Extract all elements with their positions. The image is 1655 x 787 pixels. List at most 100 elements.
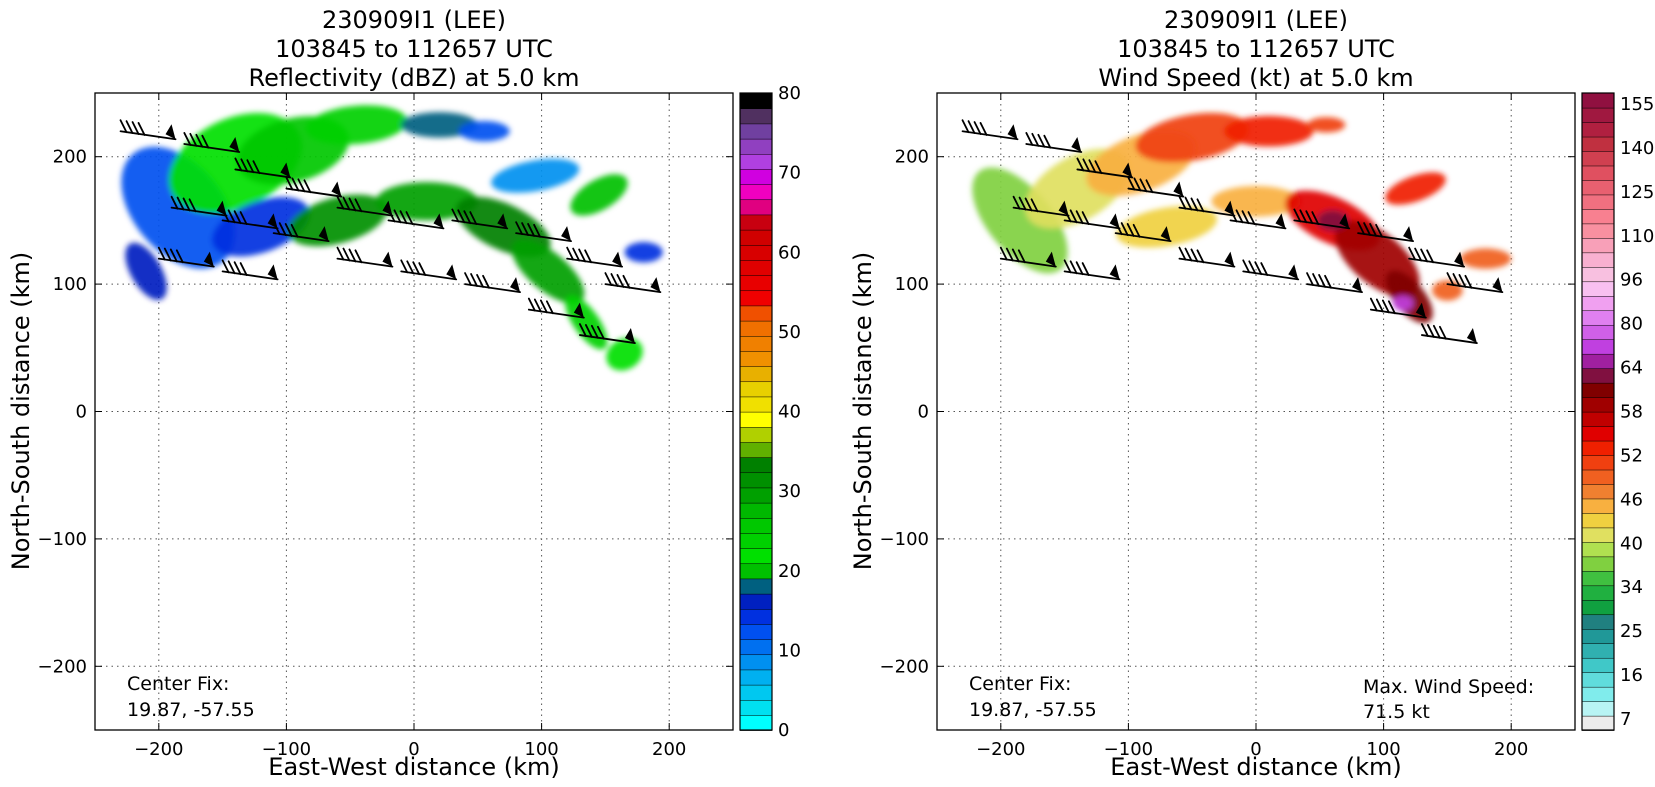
colorbar-segment xyxy=(1581,324,1615,340)
reflectivity-colorbar: 0 10 20 30 40 50 60 70 80 xyxy=(739,83,801,741)
y-tick-label: 100 xyxy=(53,274,87,295)
wind-barb xyxy=(1076,157,1134,179)
colorbar-segment xyxy=(1581,454,1615,471)
field-cell xyxy=(1307,117,1346,133)
colorbar-tick-label: 10 xyxy=(778,640,801,661)
colorbar-frame xyxy=(739,92,773,731)
x-tick-label: 100 xyxy=(524,739,558,760)
colorbar-segment xyxy=(1581,237,1615,254)
colorbar-segment xyxy=(1581,498,1615,514)
wind-speed-panel: 230909I1 (LEE) 103845 to 112657 UTC Wind… xyxy=(849,6,1654,781)
colorbar-tick-label: 30 xyxy=(778,481,801,502)
colorbar-segment xyxy=(739,699,773,716)
x-tick-label: 200 xyxy=(1494,739,1528,760)
colorbar-segment xyxy=(1581,107,1615,123)
colorbar-segment xyxy=(739,138,773,155)
field-cell xyxy=(1211,186,1301,217)
colorbar-segment xyxy=(739,441,773,458)
colorbar-tick-label: 80 xyxy=(1620,314,1643,335)
colorbar-segment xyxy=(739,107,773,125)
wind-barb xyxy=(961,119,1019,141)
wind-barb xyxy=(527,297,585,319)
wind-barb xyxy=(1063,208,1121,230)
colorbar-segment xyxy=(1581,686,1615,702)
y-tick-label: 100 xyxy=(895,274,929,295)
colorbar-segment xyxy=(739,320,773,337)
colorbar-segment xyxy=(1581,367,1615,384)
colorbar-segment xyxy=(739,396,773,413)
field-cell xyxy=(624,242,663,263)
colorbar-segment xyxy=(739,229,773,246)
wind-barb xyxy=(578,323,636,344)
colorbar-segment xyxy=(1581,570,1615,587)
colorbar-segment xyxy=(739,259,773,276)
colorbar-segment xyxy=(1581,483,1615,500)
colorbar-tick-label: 46 xyxy=(1620,489,1643,510)
wind-barb xyxy=(1408,246,1466,268)
field-cell xyxy=(511,239,585,304)
field-cell xyxy=(570,174,628,216)
colorbar-tick-label: 40 xyxy=(1620,533,1643,554)
colorbar-tick-label: 50 xyxy=(778,322,801,343)
colorbar-segment xyxy=(739,153,773,170)
colorbar-segment xyxy=(1581,295,1615,312)
colorbar-segment xyxy=(1581,382,1615,398)
colorbar-segment xyxy=(739,289,773,307)
colorbar-segment xyxy=(1581,92,1615,109)
max-wind-speed-label: Max. Wind Speed: xyxy=(1363,676,1534,698)
wind-title-line-3: Wind Speed (kt) at 5.0 km xyxy=(1098,64,1413,92)
colorbar-segment xyxy=(739,244,773,261)
reflectivity-y-axis-label: North-South distance (km) xyxy=(7,252,35,571)
colorbar-segment xyxy=(739,517,773,534)
colorbar-segment xyxy=(1581,541,1615,558)
colorbar-segment xyxy=(739,426,773,443)
colorbar-segment xyxy=(739,669,773,686)
field-cell xyxy=(1385,172,1446,205)
colorbar-segment xyxy=(1581,266,1615,283)
wind-barb xyxy=(1242,259,1300,281)
colorbar-segment xyxy=(1581,642,1615,659)
wind-barb xyxy=(1114,221,1172,243)
field-cell xyxy=(401,112,478,138)
colorbar-segment xyxy=(739,638,773,656)
colorbar-segment xyxy=(1581,657,1615,673)
colorbar-segment xyxy=(739,532,773,549)
reflectivity-x-ticks: −200 −100 0 100 200 xyxy=(134,93,686,760)
colorbar-tick-label: 40 xyxy=(778,402,801,423)
colorbar-segment xyxy=(739,653,773,671)
colorbar-tick-label: 110 xyxy=(1620,226,1654,247)
colorbar-segment xyxy=(1581,280,1615,297)
colorbar-segment xyxy=(1581,223,1615,239)
wind-barb xyxy=(157,246,215,268)
field-cell xyxy=(458,121,510,142)
colorbar-segment xyxy=(1581,599,1615,616)
colorbar-tick-label: 7 xyxy=(1620,709,1631,730)
wind-barb xyxy=(1293,208,1351,230)
field-cell xyxy=(491,158,580,193)
colorbar-segment xyxy=(1581,469,1615,485)
reflectivity-grid xyxy=(95,93,733,730)
colorbar-tick-label: 60 xyxy=(778,242,801,263)
colorbar-segment xyxy=(1581,425,1615,442)
colorbar-segment xyxy=(1581,252,1615,268)
colorbar-tick-label: 64 xyxy=(1620,358,1643,379)
wind-barb xyxy=(1357,221,1414,243)
wind-barb xyxy=(387,208,445,230)
wind-wind-barbs xyxy=(961,119,1504,344)
x-tick-label: 0 xyxy=(1250,739,1261,760)
field-cell xyxy=(125,242,167,300)
reflectivity-title-line-1: 230909I1 (LEE) xyxy=(322,6,506,34)
wind-barb xyxy=(1178,246,1236,268)
colorbar-segment xyxy=(1581,309,1615,326)
field-cell xyxy=(1224,115,1314,147)
colorbar-segment xyxy=(739,168,773,185)
colorbar-segment xyxy=(1581,165,1615,181)
field-cell xyxy=(1135,112,1249,163)
colorbar-segment xyxy=(1581,396,1615,413)
colorbar-segment xyxy=(739,471,773,489)
colorbar-segment xyxy=(739,198,773,216)
x-tick-label: −200 xyxy=(134,739,183,760)
y-tick-label: −200 xyxy=(38,656,87,677)
wind-barb xyxy=(451,208,509,230)
